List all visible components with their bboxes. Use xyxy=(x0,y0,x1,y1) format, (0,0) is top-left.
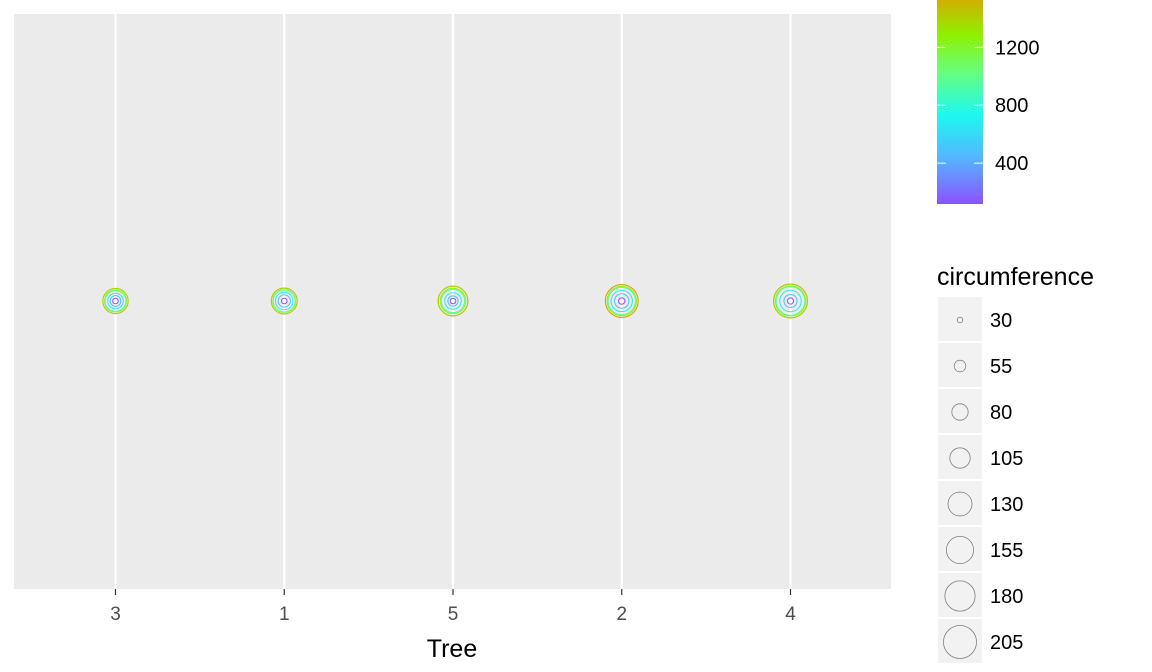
point-tree-1-1 xyxy=(277,294,291,308)
points-layer xyxy=(102,283,808,319)
point-tree-4-5 xyxy=(773,283,808,319)
x-axis-title: Tree xyxy=(427,635,477,663)
point-tree-2-3 xyxy=(607,286,636,316)
size-key-box-30 xyxy=(938,297,982,341)
point-tree-1-5 xyxy=(270,287,298,315)
point-tree-3-1 xyxy=(109,295,122,307)
size-legend-keys: 30 55 80 105 130 155 180 205 xyxy=(938,297,1023,663)
color-legend-label-1200: 1200 xyxy=(995,37,1040,59)
point-tree-3-5 xyxy=(102,287,129,315)
point-tree-4-4 xyxy=(774,285,807,317)
size-key-box-155 xyxy=(938,527,982,571)
x-axis-ticks: 3 1 5 2 4 xyxy=(110,589,796,625)
size-legend-label-155: 155 xyxy=(990,540,1023,562)
size-legend-label-55: 55 xyxy=(990,356,1012,378)
size-key-circle-205 xyxy=(943,625,977,659)
size-legend-label-80: 80 xyxy=(990,402,1012,424)
x-tick-label-4: 4 xyxy=(785,604,796,625)
point-tree-2-2 xyxy=(610,289,633,313)
x-tick-label-1: 1 xyxy=(279,604,290,625)
color-legend-label-400: 400 xyxy=(995,153,1028,175)
point-tree-5-1 xyxy=(447,295,459,307)
size-key-circle-30 xyxy=(956,316,964,324)
size-legend-label-105: 105 xyxy=(990,448,1023,470)
point-tree-5-2 xyxy=(444,292,462,310)
point-tree-1-3 xyxy=(272,289,296,313)
point-tree-2-0 xyxy=(618,297,626,305)
point-tree-2-1 xyxy=(614,293,630,309)
size-legend-title: circumference xyxy=(937,263,1094,291)
point-tree-2-6 xyxy=(604,284,639,318)
point-tree-5-0 xyxy=(449,297,457,305)
size-legend-label-180: 180 xyxy=(990,586,1023,608)
gridlines xyxy=(114,14,792,589)
point-tree-3-0 xyxy=(112,297,119,305)
color-legend-ticks: 400 800 1200 xyxy=(937,37,1040,175)
size-key-box-205 xyxy=(938,619,982,663)
size-key-box-130 xyxy=(938,481,982,525)
point-tree-4-1 xyxy=(783,293,798,309)
x-tick-label-3: 3 xyxy=(110,604,121,625)
size-key-circle-130 xyxy=(947,491,973,517)
point-tree-5-5 xyxy=(437,285,469,317)
size-key-box-105 xyxy=(938,435,982,479)
size-legend-label-205: 205 xyxy=(990,632,1023,654)
point-tree-1-0 xyxy=(280,297,288,305)
size-key-circle-55 xyxy=(953,359,967,373)
size-key-circle-105 xyxy=(949,447,971,469)
point-tree-1-2 xyxy=(274,291,294,311)
point-tree-3-3 xyxy=(104,290,127,312)
x-tick-label-5: 5 xyxy=(448,604,459,625)
point-tree-2-4 xyxy=(606,285,637,317)
color-legend-bar xyxy=(937,0,983,204)
size-legend-label-130: 130 xyxy=(990,494,1023,516)
point-tree-4-0 xyxy=(786,297,795,305)
size-key-circle-180 xyxy=(944,580,976,612)
color-legend-label-800: 800 xyxy=(995,95,1028,117)
size-key-circle-80 xyxy=(951,403,969,421)
size-legend-label-30: 30 xyxy=(990,310,1012,332)
size-key-box-180 xyxy=(938,573,982,617)
size-key-box-55 xyxy=(938,343,982,387)
size-key-box-80 xyxy=(938,389,982,433)
size-key-circle-155 xyxy=(945,535,975,565)
point-tree-5-3 xyxy=(440,288,466,314)
point-tree-4-3 xyxy=(775,286,806,316)
point-tree-4-2 xyxy=(779,289,802,313)
point-tree-3-2 xyxy=(107,292,124,310)
point-tree-5-4 xyxy=(439,287,467,315)
x-tick-label-2: 2 xyxy=(616,604,627,625)
point-tree-3-4 xyxy=(104,289,127,313)
